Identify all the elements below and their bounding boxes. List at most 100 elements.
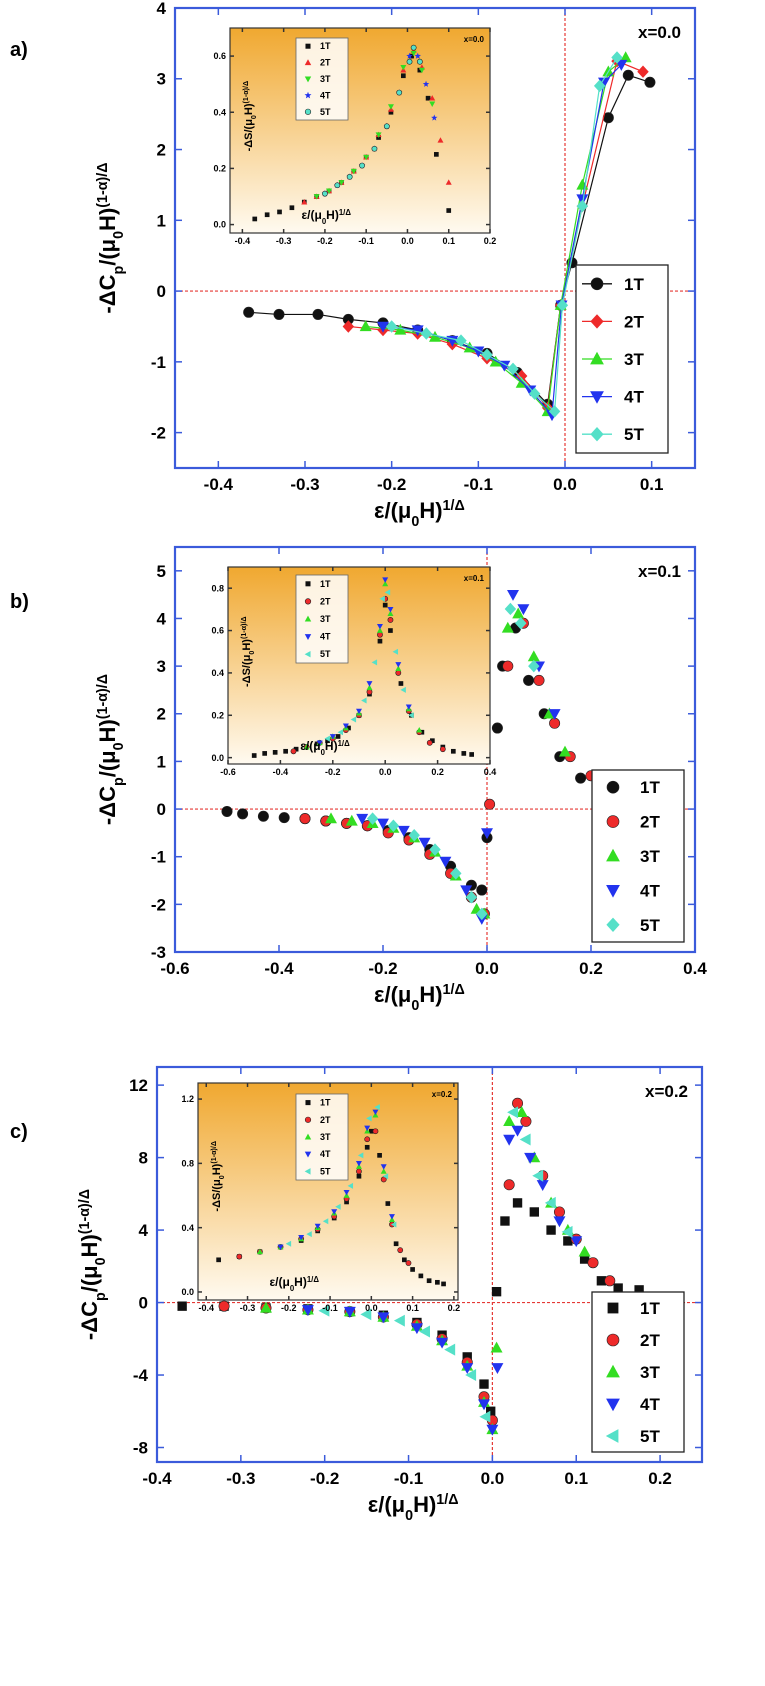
y-tick-label: 2 — [157, 140, 166, 159]
data-point — [322, 1218, 329, 1225]
legend-box — [575, 264, 669, 454]
main-plot: -0.6 -0.4 -0.2 0.0 0.2 0.4 -3 -2 -1 0 1 2 3 4 5 x=0.1 1T… — [95, 545, 707, 1014]
data-point — [356, 1173, 362, 1179]
data-point — [528, 659, 540, 673]
data-point — [364, 1144, 370, 1150]
data-point — [481, 828, 493, 840]
data-point — [479, 1379, 489, 1389]
x-tick-label: 0.2 — [579, 959, 603, 978]
x-tick-label: -0.1 — [464, 475, 493, 494]
legend-marker — [305, 43, 311, 49]
data-point — [528, 387, 541, 400]
data-point — [502, 660, 514, 672]
data-point — [312, 308, 324, 320]
data-point — [364, 1136, 371, 1143]
legend-label: 2T — [624, 312, 644, 331]
composition-annotation: x=0.2 — [432, 1090, 453, 1099]
data-point — [314, 1223, 321, 1230]
series-4T — [277, 1109, 395, 1251]
legend-marker — [304, 634, 312, 640]
x-tick-label: 0.2 — [484, 236, 497, 246]
legend: 1T 2T 3T 4T 5T — [591, 769, 685, 943]
data-point — [429, 101, 436, 107]
data-point — [490, 1341, 503, 1353]
data-point — [491, 1286, 502, 1297]
data-point — [511, 1125, 524, 1137]
data-point — [372, 1128, 379, 1135]
data-point — [515, 616, 527, 630]
data-point — [277, 209, 282, 215]
data-point — [429, 95, 436, 101]
x-tick-label: -0.2 — [377, 475, 406, 494]
y-tick-label: 0.2 — [211, 710, 224, 720]
x-tick-label: 0.1 — [640, 475, 664, 494]
y-tick-label: 3 — [157, 657, 166, 676]
data-point — [465, 890, 478, 904]
data-point — [299, 813, 311, 825]
data-point — [507, 589, 519, 601]
data-point — [486, 1406, 496, 1416]
x-tick-label: 0.1 — [442, 236, 455, 246]
data-point — [377, 631, 383, 638]
data-point — [553, 1216, 566, 1228]
x-axis-label: ε/(μ0H)1/Δ — [374, 982, 465, 1014]
x-axis-label: ε/(μ0H)1/Δ — [368, 1492, 459, 1524]
legend-box — [295, 574, 349, 664]
data-point — [503, 1134, 516, 1146]
legend-label: 3T — [320, 614, 331, 624]
x-tick-label: -0.1 — [358, 236, 374, 246]
legend-marker — [606, 917, 620, 932]
data-point — [343, 1189, 350, 1196]
legend-marker — [605, 1429, 619, 1443]
data-point — [418, 67, 425, 74]
x-tick-label: -0.2 — [325, 767, 341, 777]
data-point — [417, 67, 423, 73]
data-point — [406, 52, 413, 59]
data-point — [382, 1173, 389, 1180]
data-point — [218, 1300, 230, 1312]
data-point — [408, 829, 420, 842]
x-tick-label: -0.4 — [235, 236, 251, 246]
data-point — [575, 772, 587, 784]
data-point — [425, 95, 431, 101]
data-point — [517, 604, 530, 616]
y-tick-label: 0.6 — [213, 51, 226, 61]
legend-marker — [304, 615, 312, 622]
data-point — [587, 1257, 599, 1269]
y-tick-label: 12 — [129, 1076, 148, 1095]
x-tick-label: -0.3 — [226, 1469, 255, 1488]
inset-frame — [197, 1082, 459, 1301]
data-point — [561, 1225, 573, 1238]
data-point — [410, 44, 417, 51]
data-point — [377, 1312, 390, 1324]
data-point — [316, 740, 323, 746]
data-point — [622, 69, 634, 81]
data-point — [436, 1337, 449, 1349]
x-axis-label: ε/(μ0H)1/Δ — [269, 1275, 319, 1293]
data-point — [414, 52, 421, 59]
legend-marker — [606, 1398, 620, 1412]
data-point — [331, 1209, 338, 1215]
series-5T — [385, 51, 623, 418]
y-tick-label: 5 — [157, 562, 166, 581]
data-point — [418, 837, 431, 849]
data-point — [546, 1225, 556, 1235]
legend-label: 2T — [320, 1115, 331, 1125]
x-axis-label: ε/(μ0H)1/Δ — [374, 498, 465, 530]
data-point — [322, 190, 328, 197]
data-point — [342, 320, 355, 333]
data-point — [644, 76, 656, 88]
legend-label: 1T — [320, 41, 331, 51]
data-point — [345, 814, 358, 826]
legend-label: 2T — [640, 813, 660, 832]
data-point — [251, 753, 257, 758]
data-point — [366, 681, 373, 687]
data-point — [285, 1240, 292, 1247]
data-point — [544, 1196, 556, 1209]
legend-marker — [304, 1151, 312, 1158]
data-point — [548, 709, 561, 721]
data-point — [347, 1182, 354, 1189]
data-point — [366, 684, 373, 691]
data-point — [257, 810, 269, 822]
x-tick-label: 0.4 — [683, 959, 707, 978]
